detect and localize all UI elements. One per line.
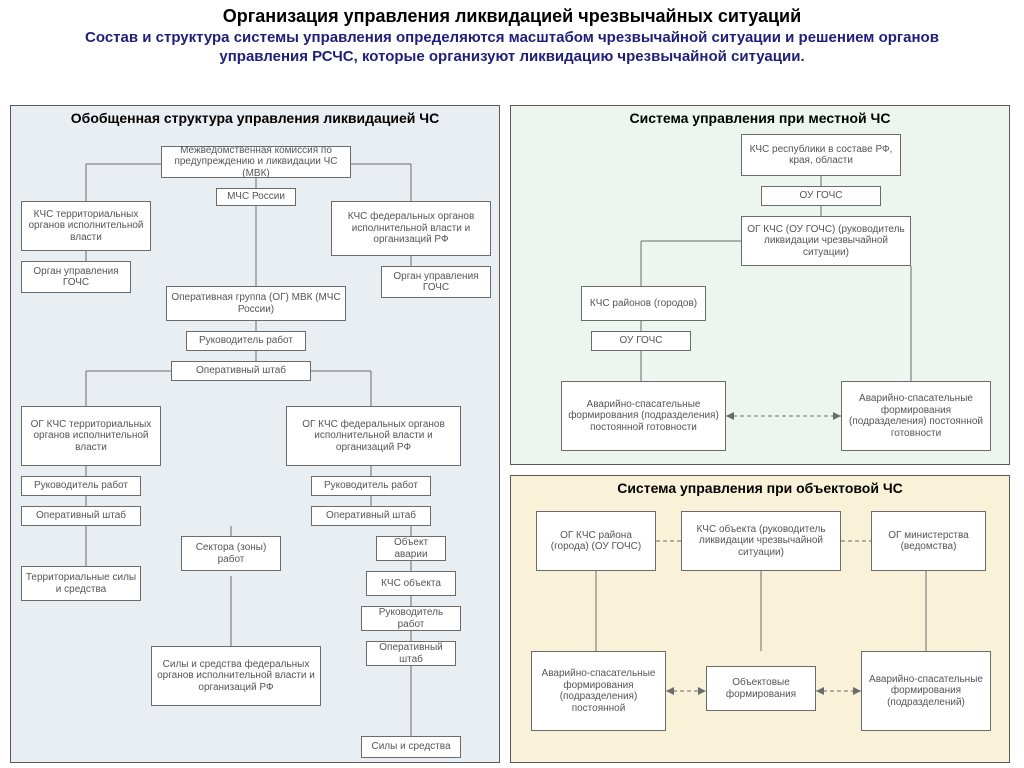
node-oper-l: Оперативный штаб [21, 506, 141, 526]
node-sily-fed: Силы и средства федеральных органов испо… [151, 646, 321, 706]
node-og-min: ОГ министерства (ведомства) [871, 511, 986, 571]
node-sektora: Сектора (зоны) работ [181, 536, 281, 571]
node-og-kchs: ОГ КЧС (ОУ ГОЧС) (руководитель ликвидаци… [741, 216, 911, 266]
node-organ-l: Орган управления ГОЧС [21, 261, 131, 293]
node-og-mvk: Оперативная группа (ОГ) МВК (МЧС России) [166, 286, 346, 321]
panel-left-title: Обобщенная структура управления ликвидац… [11, 106, 499, 128]
node-obj-avarii: Объект аварии [376, 536, 446, 561]
panel-br-title: Система управления при объектовой ЧС [511, 476, 1009, 498]
node-terr-sily: Территориальные силы и средства [21, 566, 141, 601]
node-oper-obj: Оперативный штаб [366, 641, 456, 666]
page-subtitle: Состав и структура системы управления оп… [0, 29, 1024, 71]
node-ou-gochs-1: ОУ ГОЧС [761, 186, 881, 206]
node-sily: Силы и средства [361, 736, 461, 758]
node-organ-r: Орган управления ГОЧС [381, 266, 491, 298]
node-ruk-obj: Руководитель работ [361, 606, 461, 631]
panels-container: Обобщенная структура управления ликвидац… [10, 105, 1014, 764]
node-asf-2: Аварийно-спасательные формирования (подр… [861, 651, 991, 731]
node-obj-form: Объектовые формирования [706, 666, 816, 711]
node-asf-1: Аварийно-спасательные формирования (подр… [531, 651, 666, 731]
node-mvk: Межведомственная комиссия по предупрежде… [161, 146, 351, 178]
node-asf-right: Аварийно-спасательные формирования (подр… [841, 381, 991, 451]
node-kchs-rayon: КЧС районов (городов) [581, 286, 706, 321]
node-mchs: МЧС России [216, 188, 296, 206]
node-kchs-terr: КЧС территориальных органов исполнительн… [21, 201, 151, 251]
node-ruk-l: Руководитель работ [21, 476, 141, 496]
node-oper-r: Оперативный штаб [311, 506, 431, 526]
node-ruk-r: Руководитель работ [311, 476, 431, 496]
node-ou-gochs-2: ОУ ГОЧС [591, 331, 691, 351]
node-og-terr: ОГ КЧС территориальных органов исполните… [21, 406, 161, 466]
panel-generalized: Обобщенная структура управления ликвидац… [10, 105, 500, 763]
node-og-rayon: ОГ КЧС района (города) (ОУ ГОЧС) [536, 511, 656, 571]
page-title: Организация управления ликвидацией чрезв… [0, 0, 1024, 29]
node-oper-c: Оперативный штаб [171, 361, 311, 381]
node-ruk-c: Руководитель работ [186, 331, 306, 351]
node-kchs-fed: КЧС федеральных органов исполнительной в… [331, 201, 491, 256]
node-asf-left: Аварийно-спасательные формирования (подр… [561, 381, 726, 451]
node-kchs-resp: КЧС республики в составе РФ, края, облас… [741, 134, 901, 176]
node-kchs-obj: КЧС объекта [366, 571, 456, 596]
node-kchs-object: КЧС объекта (руководитель ликвидации чре… [681, 511, 841, 571]
panel-object: Система управления при объектовой ЧС ОГ … [510, 475, 1010, 763]
panel-tr-title: Система управления при местной ЧС [511, 106, 1009, 128]
panel-local: Система управления при местной ЧС КЧС ре… [510, 105, 1010, 465]
node-og-fed: ОГ КЧС федеральных органов исполнительно… [286, 406, 461, 466]
